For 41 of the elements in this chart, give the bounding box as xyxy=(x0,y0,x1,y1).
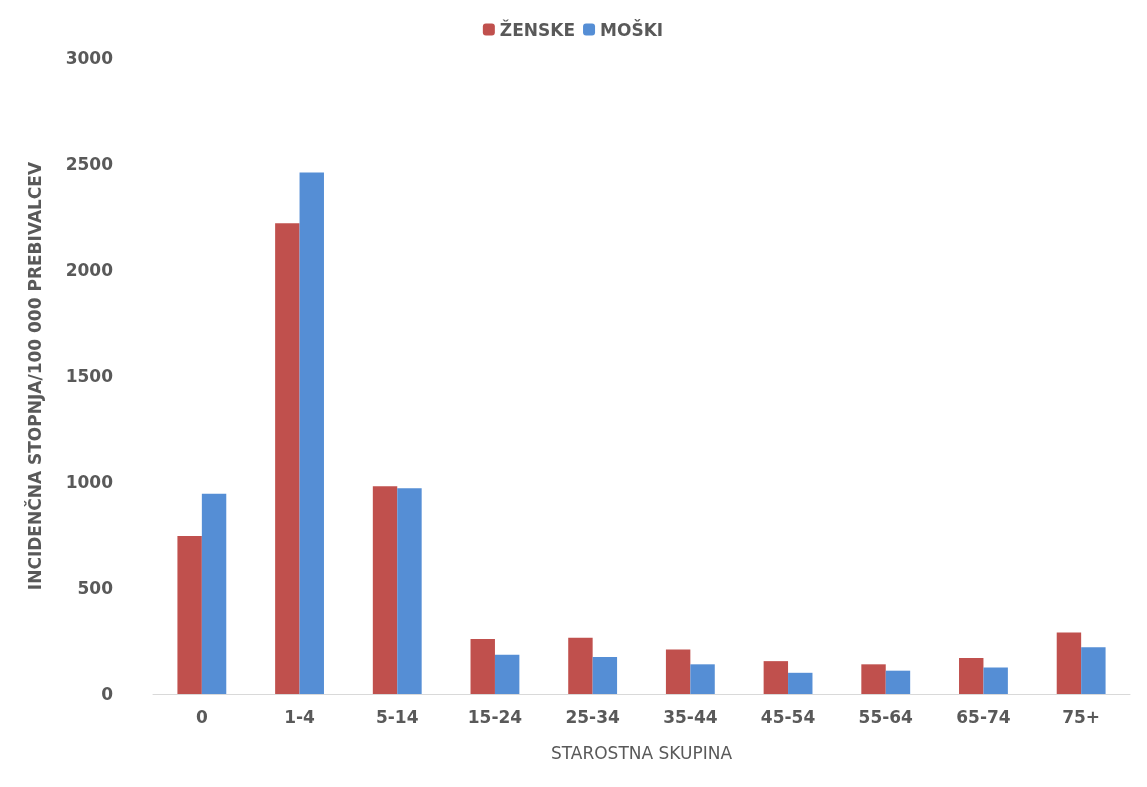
bar xyxy=(788,672,813,694)
bar xyxy=(690,664,715,694)
bar xyxy=(763,661,789,694)
x-tick-label: 45-54 xyxy=(760,706,816,727)
bar xyxy=(568,637,593,694)
legend-label: ŽENSKE xyxy=(499,18,576,40)
x-tick-label: 5-14 xyxy=(375,706,419,727)
bar xyxy=(959,657,984,694)
x-tick-label: 75+ xyxy=(1062,706,1101,727)
bar xyxy=(397,488,422,694)
x-tick-label: 0 xyxy=(195,706,208,727)
x-tick-label: 55-64 xyxy=(858,706,914,727)
bar xyxy=(1056,632,1082,694)
x-tick-label: 1-4 xyxy=(284,706,316,727)
y-axis-title: INCIDENČNA STOPNJA/100 000 PREBIVALCEV xyxy=(23,161,45,591)
x-tick-label: 15-24 xyxy=(467,706,523,727)
y-tick-label: 500 xyxy=(77,578,114,598)
bar xyxy=(275,223,300,694)
bar xyxy=(177,536,202,694)
bar xyxy=(372,486,398,694)
y-tick-label: 0 xyxy=(101,684,114,704)
bar xyxy=(299,172,324,694)
bar xyxy=(885,670,911,694)
y-tick-label: 2000 xyxy=(65,260,114,280)
legend-label: MOŠKI xyxy=(600,18,664,40)
x-tick-label: 65-74 xyxy=(956,706,1011,727)
bar xyxy=(470,638,495,694)
x-tick-label: 25-34 xyxy=(565,706,620,727)
bar xyxy=(983,667,1008,694)
x-tick-label: 35-44 xyxy=(663,706,718,727)
x-axis-title: STAROSTNA SKUPINA xyxy=(550,742,733,763)
y-tick-label: 1000 xyxy=(65,472,114,492)
y-tick-label: 3000 xyxy=(65,48,114,68)
y-tick-label: 1500 xyxy=(65,366,114,386)
bar xyxy=(665,649,691,694)
y-tick-label: 2500 xyxy=(65,154,114,174)
bar xyxy=(861,664,886,694)
bar xyxy=(592,656,618,694)
bar xyxy=(494,654,520,694)
bar xyxy=(1081,647,1106,694)
bar xyxy=(201,493,227,694)
